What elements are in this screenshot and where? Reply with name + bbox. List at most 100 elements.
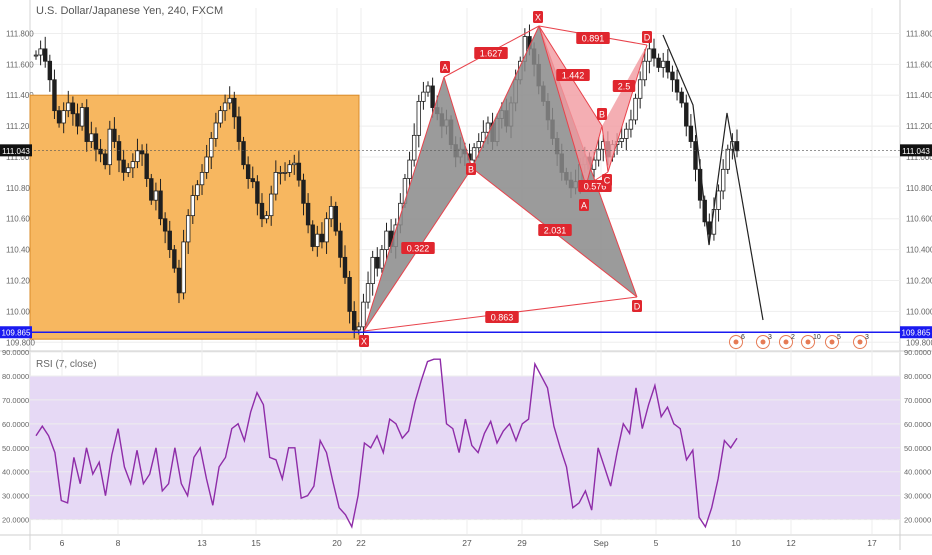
rsi-left-tick: 90.0000 xyxy=(2,348,29,357)
event-marker-dot xyxy=(857,339,863,345)
candle-up xyxy=(209,138,214,158)
candle-up xyxy=(190,195,196,217)
ratio-label: 0.863 xyxy=(491,313,514,323)
candle-down xyxy=(679,91,684,104)
candle-down xyxy=(342,256,348,278)
left-price-tick: 109.800 xyxy=(6,338,35,347)
candle-up xyxy=(292,162,297,166)
projection-path xyxy=(662,34,764,321)
candle-down xyxy=(651,48,657,59)
pattern-edge xyxy=(443,76,473,169)
candle-down xyxy=(139,150,145,155)
pink-pattern-edge xyxy=(601,125,609,173)
point-label-bg xyxy=(632,300,642,312)
x-tick-label: 6 xyxy=(60,538,65,548)
pink-pattern-edge xyxy=(585,125,603,187)
candle-down xyxy=(259,202,265,220)
candle-up xyxy=(476,141,481,149)
candle-up xyxy=(269,193,274,217)
candle-up xyxy=(416,100,421,136)
candle-down xyxy=(70,102,76,115)
candle-down xyxy=(121,159,126,173)
x-tick-label: Sep xyxy=(593,538,608,548)
point-label: X xyxy=(361,337,367,347)
event-marker-count: 10 xyxy=(813,334,821,341)
right-price-tick: 111.600 xyxy=(906,60,932,69)
x-tick-label: 15 xyxy=(251,538,261,548)
candle-down xyxy=(305,202,311,226)
x-tick-label: 13 xyxy=(197,538,207,548)
left-price-tick: 111.200 xyxy=(6,122,34,131)
candle-up xyxy=(213,122,219,139)
rsi-left-tick: 30.0000 xyxy=(2,492,29,501)
point-label: A xyxy=(442,63,448,73)
candle-up xyxy=(38,48,43,56)
candle-up xyxy=(218,110,223,124)
ratio-label: 1.442 xyxy=(562,71,585,81)
ratio-label: 1.627 xyxy=(480,49,503,59)
left-price-tick: 111.400 xyxy=(6,91,34,100)
candle-down xyxy=(176,267,182,294)
right-price-tick: 111.400 xyxy=(906,91,932,100)
candle-up xyxy=(716,190,721,210)
x-tick-label: 12 xyxy=(786,538,796,548)
candle-up xyxy=(107,128,112,166)
right-price-tick: 110.000 xyxy=(906,307,932,316)
point-label: C xyxy=(604,176,611,186)
ratio-label-bg xyxy=(612,80,636,92)
left-current-price-badge: 111.043 xyxy=(2,147,30,156)
candle-down xyxy=(236,116,242,142)
candle-down xyxy=(245,164,251,179)
left-price-tick: 110.600 xyxy=(6,215,35,224)
candle-down xyxy=(162,218,168,232)
candle-down xyxy=(333,205,338,232)
pink-pattern-edge xyxy=(607,44,648,173)
candle-up xyxy=(273,172,279,195)
candle-down xyxy=(149,178,154,201)
candle-down xyxy=(102,153,108,166)
left-price-tick: 111.800 xyxy=(6,29,34,38)
candle-up xyxy=(126,167,131,173)
rsi-right-tick: 60.0000 xyxy=(904,420,931,429)
candle-up xyxy=(328,205,334,220)
candle-down xyxy=(684,102,689,127)
candle-up xyxy=(361,301,366,328)
pink-triangle-bcd xyxy=(602,45,647,172)
right-current-price-badge: 111.043 xyxy=(902,147,930,156)
pink-pattern-edge xyxy=(538,25,587,187)
candle-up xyxy=(591,159,597,170)
candle-up xyxy=(199,172,205,186)
candle-up xyxy=(227,97,232,104)
rsi-left-tick: 50.0000 xyxy=(2,444,29,453)
event-marker-count: 2 xyxy=(791,334,795,341)
candle-up xyxy=(66,102,71,112)
candle-down xyxy=(84,107,89,142)
candle-up xyxy=(89,133,94,142)
symbol-title: U.S. Dollar/Japanese Yen, 240, FXCM xyxy=(36,5,224,17)
rsi-right-tick: 50.0000 xyxy=(904,444,931,453)
x-tick-label: 8 xyxy=(116,538,121,548)
candle-up xyxy=(421,91,426,102)
ratio-label-bg xyxy=(474,47,508,59)
point-label-bg xyxy=(579,199,589,211)
harmonic-triangle-bcd xyxy=(472,26,637,297)
candle-down xyxy=(158,190,163,220)
ratio-label-bg xyxy=(401,242,435,254)
rsi-left-tick: 20.0000 xyxy=(2,516,29,525)
candle-down xyxy=(301,179,306,204)
ratio-label: 0.322 xyxy=(407,244,430,254)
left-price-tick: 111.600 xyxy=(6,60,34,69)
rsi-right-tick: 20.0000 xyxy=(904,516,931,525)
candle-down xyxy=(144,153,149,179)
rsi-left-tick: 60.0000 xyxy=(2,420,29,429)
candle-up xyxy=(624,128,629,139)
ratio-label-bg xyxy=(538,224,572,236)
x-tick-label: 17 xyxy=(867,538,877,548)
point-label-bg xyxy=(466,163,476,175)
left-level-badge: 109.865 xyxy=(2,329,31,338)
candle-down xyxy=(338,230,343,258)
rsi-line xyxy=(35,358,738,529)
rsi-right-tick: 40.0000 xyxy=(904,468,931,477)
rsi-right-tick: 30.0000 xyxy=(904,492,931,501)
